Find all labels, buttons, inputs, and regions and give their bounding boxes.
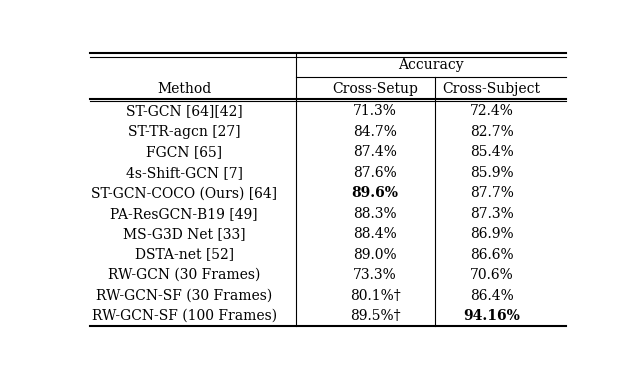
Text: 84.7%: 84.7%: [353, 125, 397, 139]
Text: 71.3%: 71.3%: [353, 104, 397, 118]
Text: FGCN [65]: FGCN [65]: [146, 145, 222, 159]
Text: 82.7%: 82.7%: [470, 125, 513, 139]
Text: 87.6%: 87.6%: [353, 166, 397, 180]
Text: 88.3%: 88.3%: [353, 207, 397, 221]
Text: 89.6%: 89.6%: [351, 186, 399, 200]
Text: 73.3%: 73.3%: [353, 268, 397, 282]
Text: 87.7%: 87.7%: [470, 186, 514, 200]
Text: 87.3%: 87.3%: [470, 207, 513, 221]
Text: 89.5%†: 89.5%†: [350, 309, 401, 323]
Text: 89.0%: 89.0%: [353, 248, 397, 261]
Text: 80.1%†: 80.1%†: [349, 289, 401, 303]
Text: 72.4%: 72.4%: [470, 104, 514, 118]
Text: ST-TR-agcn [27]: ST-TR-agcn [27]: [128, 125, 241, 139]
Text: Cross-Subject: Cross-Subject: [443, 82, 541, 96]
Text: 86.4%: 86.4%: [470, 289, 513, 303]
Text: 88.4%: 88.4%: [353, 227, 397, 241]
Text: 94.16%: 94.16%: [463, 309, 520, 323]
Text: DSTA-net [52]: DSTA-net [52]: [134, 248, 234, 261]
Text: Cross-Setup: Cross-Setup: [332, 82, 418, 96]
Text: RW-GCN-SF (30 Frames): RW-GCN-SF (30 Frames): [96, 289, 272, 303]
Text: 85.4%: 85.4%: [470, 145, 513, 159]
Text: 86.9%: 86.9%: [470, 227, 513, 241]
Text: RW-GCN-SF (100 Frames): RW-GCN-SF (100 Frames): [92, 309, 276, 323]
Text: 85.9%: 85.9%: [470, 166, 513, 180]
Text: Accuracy: Accuracy: [398, 58, 464, 72]
Text: 70.6%: 70.6%: [470, 268, 513, 282]
Text: Method: Method: [157, 82, 211, 96]
Text: 87.4%: 87.4%: [353, 145, 397, 159]
Text: ST-GCN [64][42]: ST-GCN [64][42]: [126, 104, 243, 118]
Text: 4s-Shift-GCN [7]: 4s-Shift-GCN [7]: [125, 166, 243, 180]
Text: RW-GCN (30 Frames): RW-GCN (30 Frames): [108, 268, 260, 282]
Text: MS-G3D Net [33]: MS-G3D Net [33]: [123, 227, 246, 241]
Text: 86.6%: 86.6%: [470, 248, 513, 261]
Text: PA-ResGCN-B19 [49]: PA-ResGCN-B19 [49]: [110, 207, 258, 221]
Text: ST-GCN-COCO (Ours) [64]: ST-GCN-COCO (Ours) [64]: [91, 186, 277, 200]
